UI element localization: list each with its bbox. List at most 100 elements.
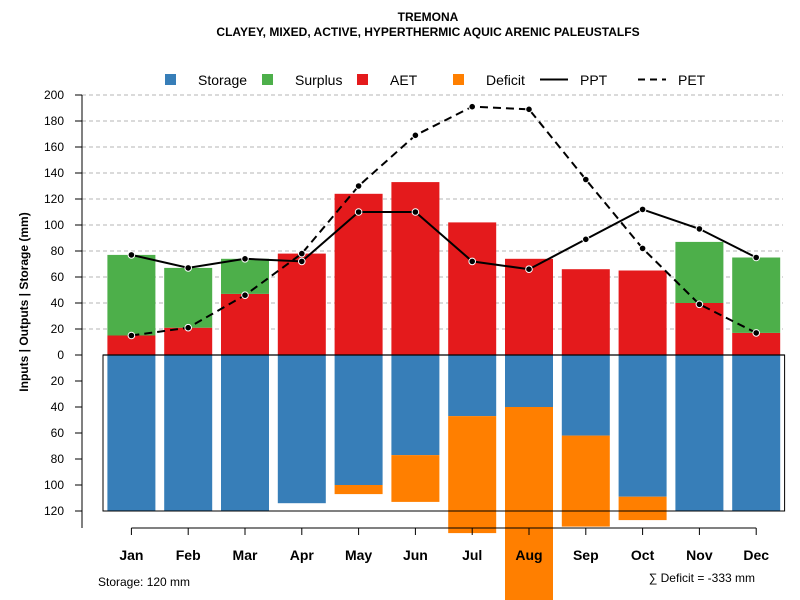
ppt-point-feb — [184, 264, 192, 272]
storage-bar-dec — [732, 355, 781, 511]
ppt-point-mar — [241, 254, 249, 263]
plot-frame — [102, 354, 786, 512]
x-tick-label-aug: Aug — [515, 547, 542, 563]
aet-legend-swatch — [357, 74, 368, 85]
aet-bar-oct — [618, 270, 667, 355]
pet-point-may — [354, 182, 363, 190]
storage-bar-jun — [391, 355, 440, 456]
chart-subtitle: CLAYEY, MIXED, ACTIVE, HYPERTHERMIC AQUI… — [216, 25, 639, 39]
deficit-bar-aug — [505, 407, 553, 600]
x-tick-label-jun: Jun — [403, 547, 428, 563]
storage-bar-mar — [221, 355, 269, 511]
y-tick-label-40: 40 — [51, 296, 65, 310]
x-tick-label-dec: Dec — [743, 547, 769, 563]
y-tick-label-100: 100 — [44, 218, 64, 232]
surplus-bar-jan — [107, 254, 156, 336]
pet-point-dec — [752, 329, 761, 337]
deficit-bar-sep — [561, 435, 610, 527]
pet-point-oct — [638, 244, 647, 253]
ppt-legend-label: PPT — [580, 72, 608, 88]
surplus-bar-mar — [221, 258, 269, 294]
x-tick-label-oct: Oct — [631, 547, 655, 563]
ppt-point-sep — [582, 235, 590, 244]
y-tick-label-160: 160 — [44, 140, 64, 154]
ppt-point-may — [354, 208, 363, 216]
y-tick-label-lower-120: 120 — [44, 504, 64, 518]
x-tick-label-nov: Nov — [686, 547, 713, 563]
storage-bar-may — [334, 355, 383, 485]
ppt-point-dec — [752, 253, 761, 262]
storage-footer: Storage: 120 mm — [98, 575, 190, 589]
legend: Storage Surplus AET Deficit PPT PET — [165, 72, 706, 88]
pet-legend-label: PET — [678, 72, 706, 88]
pet-point-jun — [411, 131, 420, 140]
pet-point-jul — [468, 102, 477, 111]
ppt-point-jun — [411, 208, 420, 216]
y-tick-label-180: 180 — [44, 114, 64, 128]
aet-legend-label: AET — [390, 72, 418, 88]
aet-bar-jul — [448, 222, 497, 355]
storage-bar-nov — [675, 355, 724, 511]
ppt-line — [131, 208, 757, 271]
surplus-legend-swatch — [262, 74, 273, 85]
y-tick-label-lower-60: 60 — [51, 426, 65, 440]
x-tick-label-sep: Sep — [573, 547, 599, 563]
surplus-bar-feb — [164, 267, 213, 328]
x-tick-label-apr: Apr — [290, 547, 315, 563]
pet-point-aug — [525, 105, 533, 114]
y-tick-label-0: 0 — [57, 348, 64, 362]
deficit-bar-oct — [618, 496, 667, 521]
ppt-point-aug — [525, 265, 533, 274]
aet-bar-sep — [561, 269, 610, 355]
pet-point-nov — [695, 300, 704, 309]
pet-point-sep — [582, 175, 590, 184]
storage-legend-swatch — [165, 74, 176, 85]
pet-point-apr — [298, 249, 306, 258]
aet-bar-dec — [732, 332, 781, 355]
storage-bar-aug — [505, 355, 553, 407]
y-tick-label-lower-80: 80 — [51, 452, 65, 466]
x-tick-label-may: May — [345, 547, 372, 563]
ppt-point-jan — [127, 251, 136, 259]
x-tick-label-jan: Jan — [119, 547, 143, 563]
storage-bar-jan — [107, 355, 156, 511]
x-tick-label-feb: Feb — [176, 547, 201, 563]
y-tick-label-lower-20: 20 — [51, 374, 65, 388]
aet-bar-feb — [164, 327, 213, 355]
surplus-bar-dec — [732, 257, 781, 333]
series-lines — [127, 102, 761, 340]
aet-bar-mar — [221, 293, 269, 355]
y-tick-label-80: 80 — [51, 244, 65, 258]
y-tick-label-20: 20 — [51, 322, 65, 336]
ppt-point-apr — [298, 257, 306, 266]
aet-bar-apr — [277, 253, 326, 355]
pet-point-jan — [127, 331, 136, 340]
storage-bar-oct — [618, 355, 667, 497]
surplus-legend-label: Surplus — [295, 72, 342, 88]
aet-bar-jun — [391, 182, 440, 355]
y-tick-label-140: 140 — [44, 166, 64, 180]
x-tick-label-mar: Mar — [233, 547, 258, 563]
chart-title: TREMONA — [398, 10, 459, 24]
y-tick-label-200: 200 — [44, 88, 64, 102]
storage-legend-label: Storage — [198, 72, 247, 88]
y-axis-label: Inputs | Outputs | Storage (mm) — [17, 212, 31, 391]
storage-bar-feb — [164, 355, 213, 511]
deficit-footer: ∑ Deficit = -333 mm — [649, 571, 755, 585]
pet-line — [131, 105, 757, 337]
deficit-legend-swatch — [453, 74, 464, 85]
pet-point-feb — [184, 323, 192, 332]
aet-bar-nov — [675, 303, 724, 355]
ppt-point-oct — [638, 205, 647, 214]
aet-bar-jan — [107, 335, 156, 355]
deficit-bar-jul — [448, 416, 497, 534]
y-tick-label-60: 60 — [51, 270, 65, 284]
bars — [107, 182, 781, 600]
axes: 0 20 40 60 80 100 120 140 160 180 200 20 40 60 80 100 12… — [44, 88, 769, 563]
deficit-bar-may — [334, 485, 383, 495]
deficit-legend-label: Deficit — [486, 72, 525, 88]
storage-bar-jul — [448, 355, 497, 417]
deficit-bar-jun — [391, 455, 440, 502]
surplus-bar-nov — [675, 241, 724, 303]
storage-bar-apr — [277, 355, 326, 504]
